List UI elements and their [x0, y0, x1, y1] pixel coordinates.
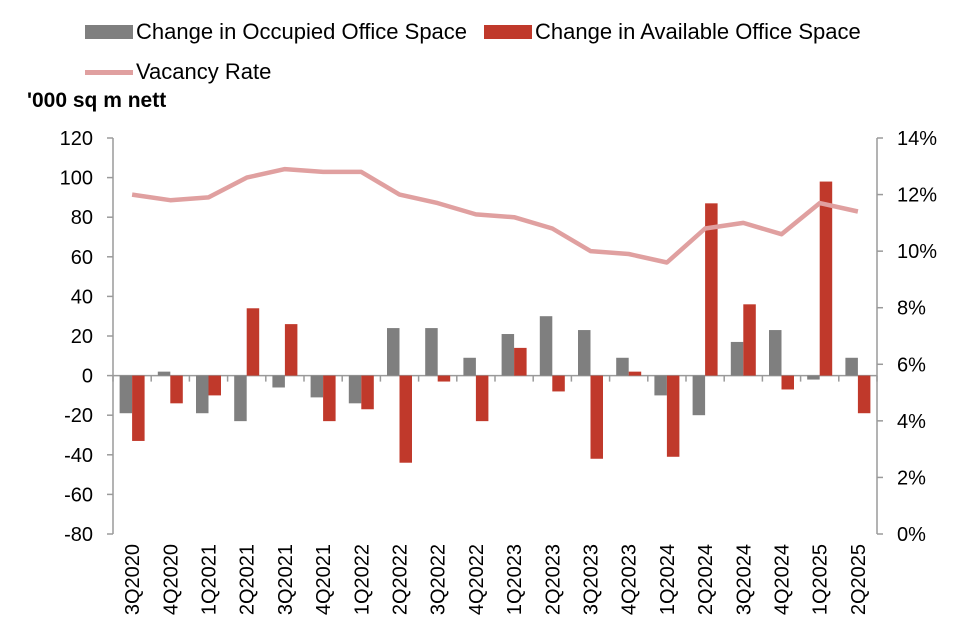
y-right-tick-label: 12%	[897, 185, 937, 207]
y-right-tick-label: 8%	[897, 298, 926, 320]
bar-occupied	[730, 341, 744, 376]
x-tick-label: 3Q2021	[275, 544, 297, 615]
bar-occupied	[501, 334, 515, 376]
legend-swatch-available	[484, 25, 532, 39]
y-left-tick-label: 100	[60, 168, 93, 190]
y-left-tick-label: -60	[64, 484, 93, 506]
y-right-tick-label: 2%	[897, 467, 926, 489]
bar-occupied	[539, 316, 553, 376]
bar-available	[361, 375, 374, 410]
bar-occupied	[348, 375, 362, 404]
x-tick-label: 2Q2022	[390, 544, 412, 615]
bar-occupied	[769, 330, 782, 376]
bar-available	[743, 304, 756, 376]
bar-available	[705, 203, 718, 376]
bar-occupied	[387, 328, 400, 376]
line-vacancy-rate	[131, 166, 859, 265]
legend-label-available: Change in Available Office Space	[535, 19, 861, 44]
bar-available	[170, 375, 183, 404]
legend-label-vacancy: Vacancy Rate	[136, 59, 272, 84]
bar-available	[208, 375, 221, 396]
x-tick-label: 2Q2023	[542, 544, 564, 615]
bar-available	[246, 308, 260, 376]
legend-swatch-vacancy	[85, 69, 133, 75]
x-tick-label: 4Q2024	[772, 544, 794, 615]
x-tick-label: 2Q2024	[695, 544, 717, 615]
y-right-tick-label: 14%	[897, 128, 937, 150]
bar-available	[284, 324, 298, 376]
bar-occupied	[157, 371, 171, 376]
y-left-tick-label: -20	[64, 405, 93, 427]
bar-available	[514, 347, 527, 376]
bar-available	[132, 375, 145, 441]
legend-item-vacancy: Vacancy Rate	[85, 59, 271, 85]
bar-occupied	[616, 357, 629, 376]
x-tick-label: 3Q2024	[733, 544, 755, 615]
bar-available	[666, 375, 680, 457]
x-tick-label: 3Q2020	[122, 544, 144, 615]
bar-occupied	[845, 357, 858, 376]
bar-occupied	[425, 328, 438, 376]
y-left-tick-label: 20	[71, 326, 93, 348]
y-left-tick-label: 60	[71, 247, 93, 269]
x-tick-label: 3Q2023	[581, 544, 603, 615]
bar-available	[475, 375, 489, 422]
x-tick-label: 1Q2023	[504, 544, 526, 615]
y-left-tick-label: 80	[71, 207, 93, 229]
bar-available	[781, 375, 794, 390]
x-tick-label: 1Q2025	[810, 544, 832, 615]
x-tick-label: 4Q2020	[160, 544, 182, 615]
y-right-tick-label: 10%	[897, 241, 937, 263]
x-tick-label: 4Q2023	[619, 544, 641, 615]
bar-available	[819, 181, 833, 376]
bar-occupied	[272, 375, 285, 388]
x-tick-label: 2Q2025	[848, 544, 870, 615]
y-left-tick-label: -40	[64, 445, 93, 467]
x-tick-label: 1Q2022	[351, 544, 373, 615]
y-left-tick-label: 40	[71, 286, 93, 308]
x-tick-label: 1Q2024	[657, 544, 679, 615]
y-left-tick-label: 120	[60, 128, 93, 150]
x-tick-label: 4Q2021	[313, 544, 335, 615]
bar-available	[552, 375, 565, 392]
bar-occupied	[692, 375, 706, 416]
bar-available	[399, 375, 412, 463]
legend-swatch-occupied	[85, 25, 133, 39]
legend-label-occupied: Change in Occupied Office Space	[136, 19, 468, 44]
y-right-tick-label: 0%	[897, 524, 926, 546]
bar-available	[590, 375, 603, 459]
y-axis-unit-label: '000 sq m nett	[27, 89, 167, 112]
y-left-tick-label: -80	[64, 524, 93, 546]
legend-item-available: Change in Available Office Space	[484, 19, 861, 45]
legend-item-occupied: Change in Occupied Office Space	[85, 19, 467, 45]
bar-occupied	[234, 375, 247, 422]
bar-occupied	[578, 330, 591, 376]
bar-occupied	[310, 375, 324, 398]
bar-available	[857, 375, 871, 414]
y-left-tick-label: 0	[82, 366, 93, 388]
bar-occupied	[807, 375, 820, 380]
x-tick-label: 2Q2021	[237, 544, 259, 615]
bar-occupied	[119, 375, 133, 414]
bar-occupied	[196, 375, 209, 414]
bar-available	[437, 375, 451, 382]
bar-occupied	[463, 357, 476, 376]
y-right-tick-label: 4%	[897, 411, 926, 433]
x-tick-label: 4Q2022	[466, 544, 488, 615]
y-right-tick-label: 6%	[897, 354, 926, 376]
bar-available	[323, 375, 336, 422]
bar-available	[628, 371, 642, 376]
bar-occupied	[654, 375, 667, 396]
x-tick-label: 3Q2022	[428, 544, 450, 615]
x-tick-label: 1Q2021	[199, 544, 221, 615]
